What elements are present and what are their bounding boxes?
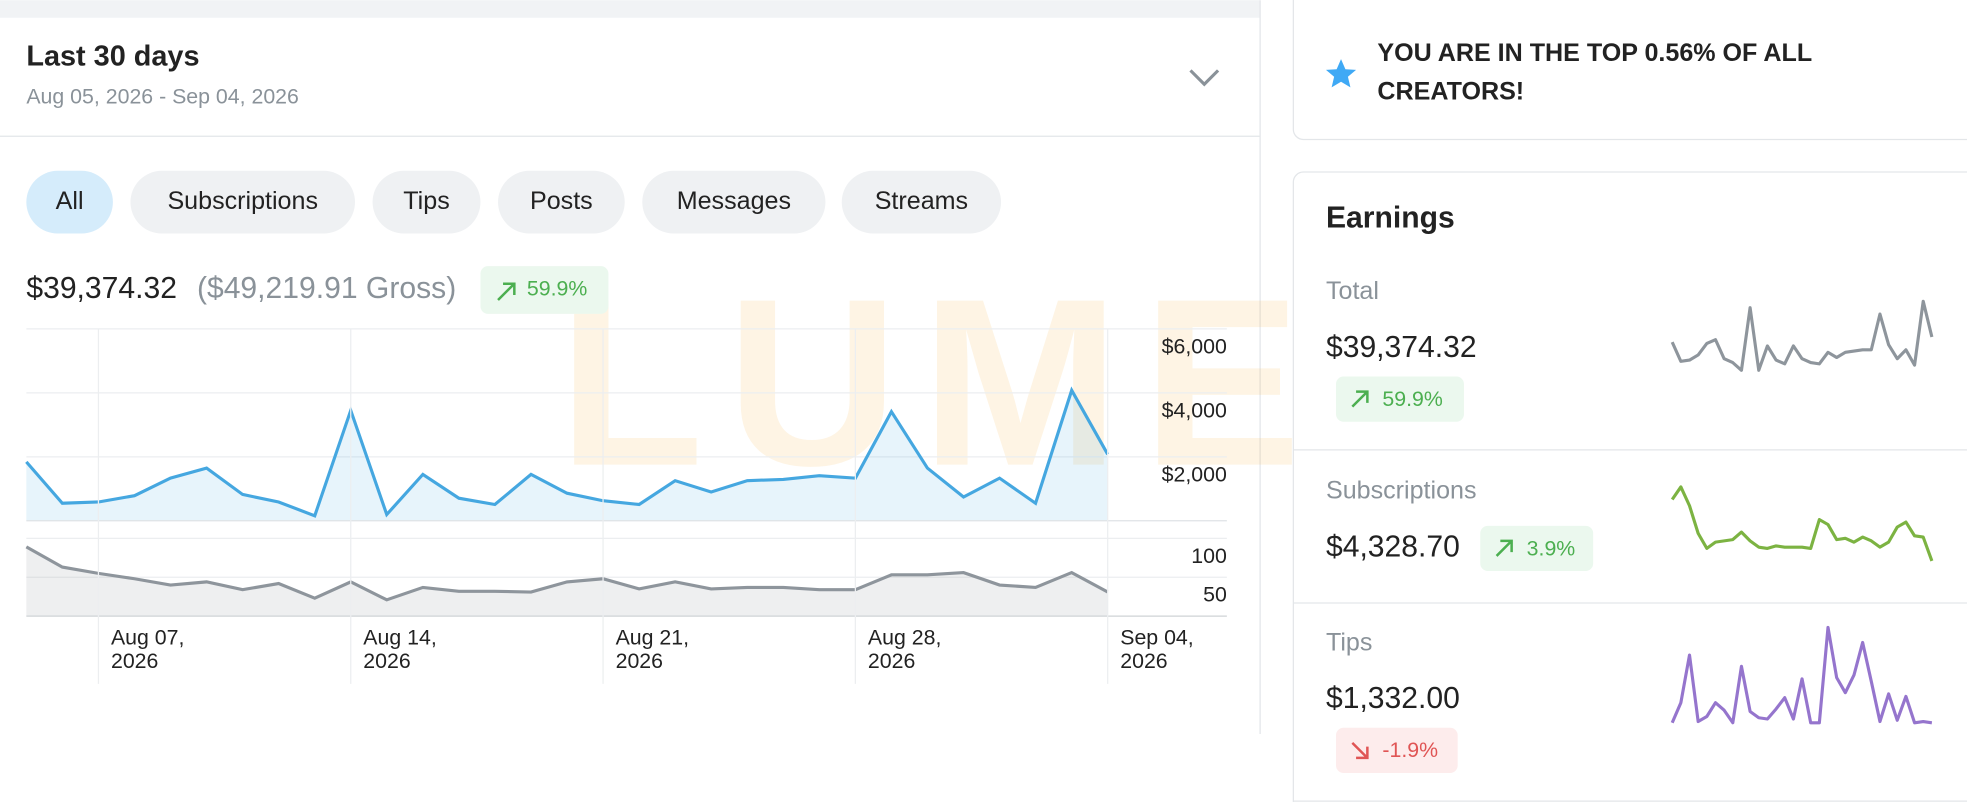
- banner-text: YOU ARE IN THE TOP 0.56% OF ALL: [1377, 39, 1812, 67]
- up-arrow: [1495, 539, 1513, 557]
- row-label: Total: [1326, 277, 1379, 305]
- earnings-title: Earnings: [1326, 202, 1455, 235]
- x-tick-label: 2026: [616, 649, 663, 673]
- change-badge: [1480, 525, 1594, 571]
- x-tick-label: 2026: [1120, 649, 1167, 673]
- down-arrow: [1351, 741, 1369, 760]
- filter-label[interactable]: Subscriptions: [167, 187, 318, 215]
- row-amount: $1,332.00: [1326, 682, 1460, 715]
- filter-label[interactable]: Messages: [677, 187, 791, 215]
- y-tick-label: $4,000: [1162, 398, 1227, 422]
- y-tick-label: 100: [1191, 544, 1227, 568]
- filter-pill[interactable]: [642, 170, 826, 234]
- filter-pill[interactable]: [130, 170, 356, 234]
- x-tick-label: Aug 14,: [363, 625, 436, 649]
- earnings-card: [1292, 171, 1967, 802]
- up-arrow: [1351, 390, 1369, 408]
- x-tick-label: Sep 04,: [1120, 625, 1193, 649]
- sparkline: [1670, 299, 1934, 372]
- row-label: Subscriptions: [1326, 477, 1477, 505]
- dropdown-chevron[interactable]: [1189, 69, 1220, 87]
- change-value: 59.9%: [527, 277, 587, 301]
- area-fill: [26, 390, 1108, 521]
- y-tick-label: $2,000: [1162, 462, 1227, 486]
- series-line: [25, 545, 1109, 602]
- filter-pill[interactable]: [26, 170, 113, 234]
- banner-card: [1292, 0, 1967, 141]
- banner-text: CREATORS!: [1377, 78, 1524, 106]
- area-fill: [26, 546, 1108, 617]
- filter-label[interactable]: Posts: [530, 187, 593, 215]
- star-icon: [1325, 59, 1357, 88]
- x-tick-label: Aug 07,: [111, 625, 184, 649]
- filter-pill[interactable]: [372, 170, 481, 234]
- filter-pill[interactable]: [498, 170, 625, 234]
- change-badge: [1336, 727, 1458, 773]
- x-tick-label: Aug 28,: [868, 625, 941, 649]
- date-range: Aug 05, 2026 - Sep 04, 2026: [26, 85, 299, 109]
- y-tick-label: $6,000: [1162, 334, 1227, 358]
- row-change: -1.9%: [1382, 738, 1438, 762]
- row-amount: $4,328.70: [1326, 530, 1460, 563]
- gross-amount: ($49,219.91 Gross): [197, 272, 456, 305]
- filter-label[interactable]: Streams: [875, 187, 968, 215]
- row-change: 59.9%: [1382, 387, 1442, 411]
- x-tick-label: Aug 21,: [616, 625, 689, 649]
- up-arrow: [497, 282, 516, 301]
- x-tick-label: 2026: [868, 649, 915, 673]
- change-badge: [480, 266, 609, 314]
- row-change: 3.9%: [1527, 536, 1576, 560]
- sparkline: [1670, 485, 1934, 562]
- change-badge: [1336, 376, 1464, 422]
- row-amount: $39,374.32: [1326, 331, 1477, 364]
- filter-label[interactable]: Tips: [403, 187, 449, 215]
- filter-label[interactable]: All: [56, 187, 84, 215]
- net-amount: $39,374.32: [26, 272, 177, 305]
- y-tick-label: 50: [1203, 583, 1227, 607]
- series-line: [25, 386, 1110, 518]
- sparkline: [1670, 625, 1933, 725]
- x-tick-label: 2026: [111, 649, 158, 673]
- row-label: Tips: [1326, 628, 1372, 656]
- period-title: Last 30 days: [26, 41, 199, 73]
- top-strip: [0, 0, 1260, 18]
- x-tick-label: 2026: [363, 649, 410, 673]
- filter-pill[interactable]: [841, 170, 1002, 234]
